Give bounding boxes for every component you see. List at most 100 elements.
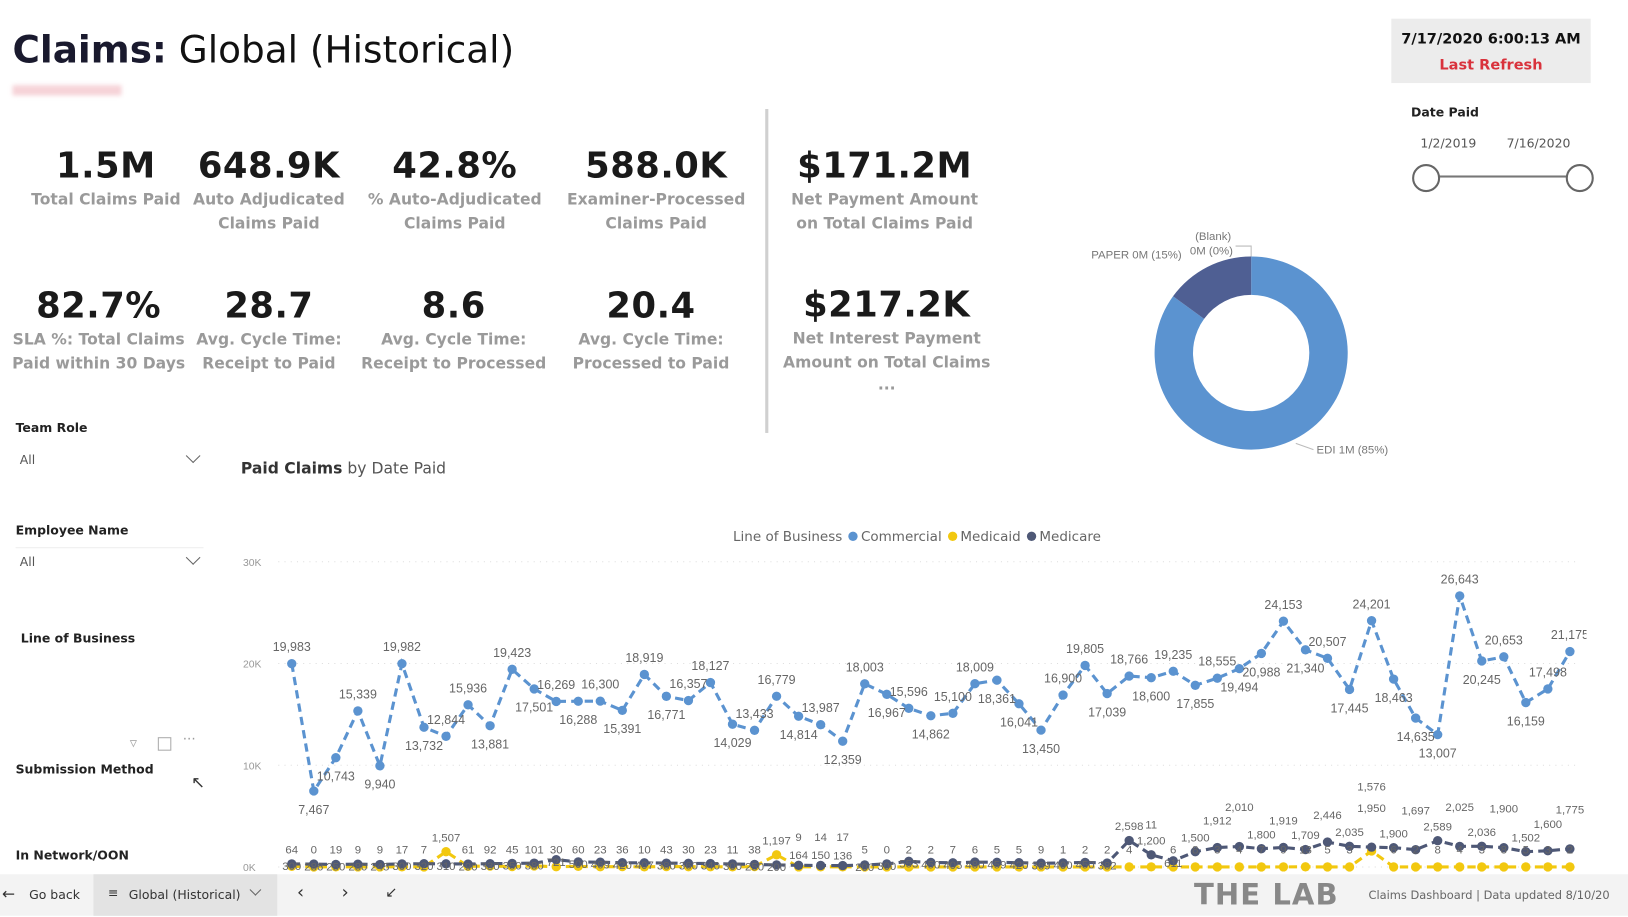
data-point-commercial[interactable]	[948, 708, 958, 719]
data-point-medicaid[interactable]	[1300, 862, 1311, 872]
data-point-medicare[interactable]	[617, 858, 627, 868]
data-point-commercial[interactable]	[375, 761, 385, 771]
data-point-medicare[interactable]	[948, 858, 958, 868]
data-point-medicare[interactable]	[309, 859, 319, 869]
data-point-medicare[interactable]	[1410, 845, 1421, 855]
data-point-commercial[interactable]	[1212, 673, 1222, 683]
next-page-icon[interactable]: ›	[341, 882, 349, 904]
data-point-commercial[interactable]	[904, 703, 914, 713]
data-point-medicare[interactable]	[287, 859, 297, 869]
data-point-medicaid[interactable]	[1146, 862, 1156, 872]
date-start-input[interactable]: 1/2/2019	[1420, 136, 1477, 151]
donut-slice-paper[interactable]	[1173, 256, 1252, 319]
data-point-medicaid[interactable]	[1521, 862, 1531, 872]
data-point-medicaid[interactable]	[1499, 862, 1509, 872]
data-point-medicare[interactable]	[705, 858, 716, 869]
data-point-medicare[interactable]	[1146, 850, 1156, 860]
data-point-commercial[interactable]	[441, 731, 451, 741]
data-point-commercial[interactable]	[1124, 671, 1134, 681]
data-point-medicaid[interactable]	[1344, 862, 1355, 872]
data-point-commercial[interactable]	[419, 722, 429, 732]
data-point-medicare[interactable]	[397, 859, 407, 869]
data-point-medicare[interactable]	[1499, 842, 1509, 853]
data-point-medicare[interactable]	[639, 858, 650, 868]
data-point-commercial[interactable]	[1300, 645, 1311, 655]
data-point-medicare[interactable]	[683, 858, 694, 868]
data-point-commercial[interactable]	[1433, 729, 1443, 740]
data-point-commercial[interactable]	[331, 752, 341, 763]
data-point-medicare[interactable]	[573, 857, 583, 867]
donut-slice-edi[interactable]	[1154, 256, 1348, 450]
data-point-medicare[interactable]	[529, 858, 539, 868]
data-point-commercial[interactable]	[1278, 616, 1289, 626]
data-point-commercial[interactable]	[1256, 648, 1267, 659]
data-point-commercial[interactable]	[815, 719, 826, 730]
data-point-commercial[interactable]	[1146, 673, 1156, 683]
data-point-commercial[interactable]	[661, 691, 672, 702]
data-point-medicare[interactable]	[1234, 841, 1245, 852]
data-point-medicare[interactable]	[749, 859, 760, 870]
data-point-medicare[interactable]	[1168, 856, 1178, 866]
data-point-commercial[interactable]	[1234, 663, 1245, 674]
team-role-dropdown[interactable]: All	[16, 448, 204, 473]
data-point-commercial[interactable]	[595, 696, 605, 706]
more-options-icon[interactable]: ···	[182, 732, 196, 748]
data-point-medicaid[interactable]	[1212, 862, 1222, 872]
back-arrow-icon[interactable]: ←	[2, 884, 16, 904]
data-point-commercial[interactable]	[926, 711, 936, 721]
data-point-medicare[interactable]	[727, 859, 738, 869]
data-point-commercial[interactable]	[1499, 652, 1509, 662]
data-point-medicare[interactable]	[771, 860, 782, 870]
data-point-medicare[interactable]	[463, 859, 473, 869]
data-point-commercial[interactable]	[309, 786, 319, 796]
data-point-commercial[interactable]	[749, 725, 760, 735]
data-point-commercial[interactable]	[463, 700, 473, 710]
go-back-button[interactable]: Go back	[29, 887, 80, 903]
collapse-icon[interactable]: ↙	[385, 884, 398, 902]
data-point-commercial[interactable]	[1410, 713, 1421, 723]
data-point-medicare[interactable]	[1190, 847, 1200, 857]
data-point-medicare[interactable]	[331, 859, 341, 870]
data-point-commercial[interactable]	[507, 664, 517, 675]
data-point-medicare[interactable]	[860, 860, 870, 870]
data-point-medicare[interactable]	[1080, 857, 1090, 868]
data-point-commercial[interactable]	[287, 658, 297, 669]
data-point-medicare[interactable]	[353, 859, 363, 869]
data-point-medicare[interactable]	[1322, 837, 1333, 847]
data-point-medicare[interactable]	[926, 857, 936, 868]
data-point-commercial[interactable]	[551, 696, 561, 707]
data-point-medicaid[interactable]	[1322, 862, 1333, 872]
data-point-medicare[interactable]	[1014, 858, 1024, 868]
data-point-medicaid[interactable]	[1433, 862, 1443, 872]
data-point-medicare[interactable]	[441, 859, 451, 869]
data-point-commercial[interactable]	[727, 719, 738, 729]
previous-page-icon[interactable]: ‹	[296, 882, 305, 904]
data-point-medicare[interactable]	[970, 857, 980, 867]
legend-commercial[interactable]: Commercial	[860, 529, 942, 546]
data-point-commercial[interactable]	[1036, 725, 1046, 735]
data-point-commercial[interactable]	[838, 736, 848, 746]
data-point-commercial[interactable]	[1080, 660, 1090, 671]
data-point-medicaid[interactable]	[1234, 862, 1245, 872]
data-point-medicare[interactable]	[661, 858, 672, 868]
data-point-commercial[interactable]	[1455, 591, 1465, 601]
data-point-medicare[interactable]	[1388, 842, 1399, 853]
data-point-medicare[interactable]	[992, 857, 1002, 867]
data-point-medicaid[interactable]	[1477, 862, 1487, 872]
data-point-medicare[interactable]	[1543, 846, 1553, 856]
data-point-medicare[interactable]	[815, 860, 826, 871]
data-point-medicare[interactable]	[793, 860, 804, 870]
data-point-medicaid[interactable]	[551, 862, 561, 872]
date-slider-start-handle[interactable]	[1412, 164, 1441, 193]
data-point-commercial[interactable]	[771, 691, 782, 701]
data-point-commercial[interactable]	[992, 675, 1002, 685]
data-point-commercial[interactable]	[1014, 699, 1024, 709]
data-point-medicaid[interactable]	[1410, 862, 1421, 872]
data-point-commercial[interactable]	[1344, 684, 1355, 695]
data-point-medicaid[interactable]	[1124, 862, 1134, 872]
data-point-medicare[interactable]	[1455, 841, 1465, 852]
data-point-commercial[interactable]	[397, 658, 407, 669]
data-point-medicare[interactable]	[1124, 835, 1134, 846]
data-point-medicare[interactable]	[1477, 841, 1487, 851]
data-point-commercial[interactable]	[860, 679, 870, 689]
